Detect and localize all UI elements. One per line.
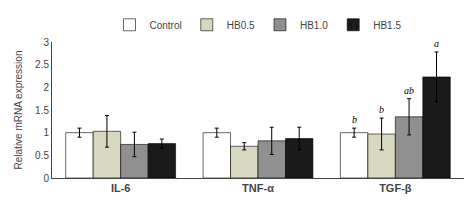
svg-text:0.5: 0.5 [35, 150, 49, 161]
svg-text:Relative mRNA expression: Relative mRNA expression [13, 51, 24, 170]
svg-text:Control: Control [150, 20, 182, 31]
svg-text:ab: ab [404, 85, 414, 96]
svg-text:b: b [352, 114, 357, 125]
svg-text:TNF-α: TNF-α [242, 182, 274, 194]
svg-text:a: a [434, 38, 439, 49]
svg-text:b: b [379, 104, 384, 115]
svg-text:1: 1 [43, 127, 49, 138]
svg-text:2.5: 2.5 [35, 59, 49, 70]
svg-text:HB0.5: HB0.5 [227, 20, 255, 31]
svg-text:TGF-β: TGF-β [379, 182, 412, 194]
svg-text:1.5: 1.5 [35, 105, 49, 116]
svg-text:HB1.5: HB1.5 [373, 20, 401, 31]
svg-text:2: 2 [43, 82, 49, 93]
svg-text:HB1.0: HB1.0 [300, 20, 328, 31]
svg-text:IL-6: IL-6 [111, 182, 131, 194]
svg-text:3: 3 [43, 37, 49, 48]
svg-text:0: 0 [43, 173, 49, 184]
